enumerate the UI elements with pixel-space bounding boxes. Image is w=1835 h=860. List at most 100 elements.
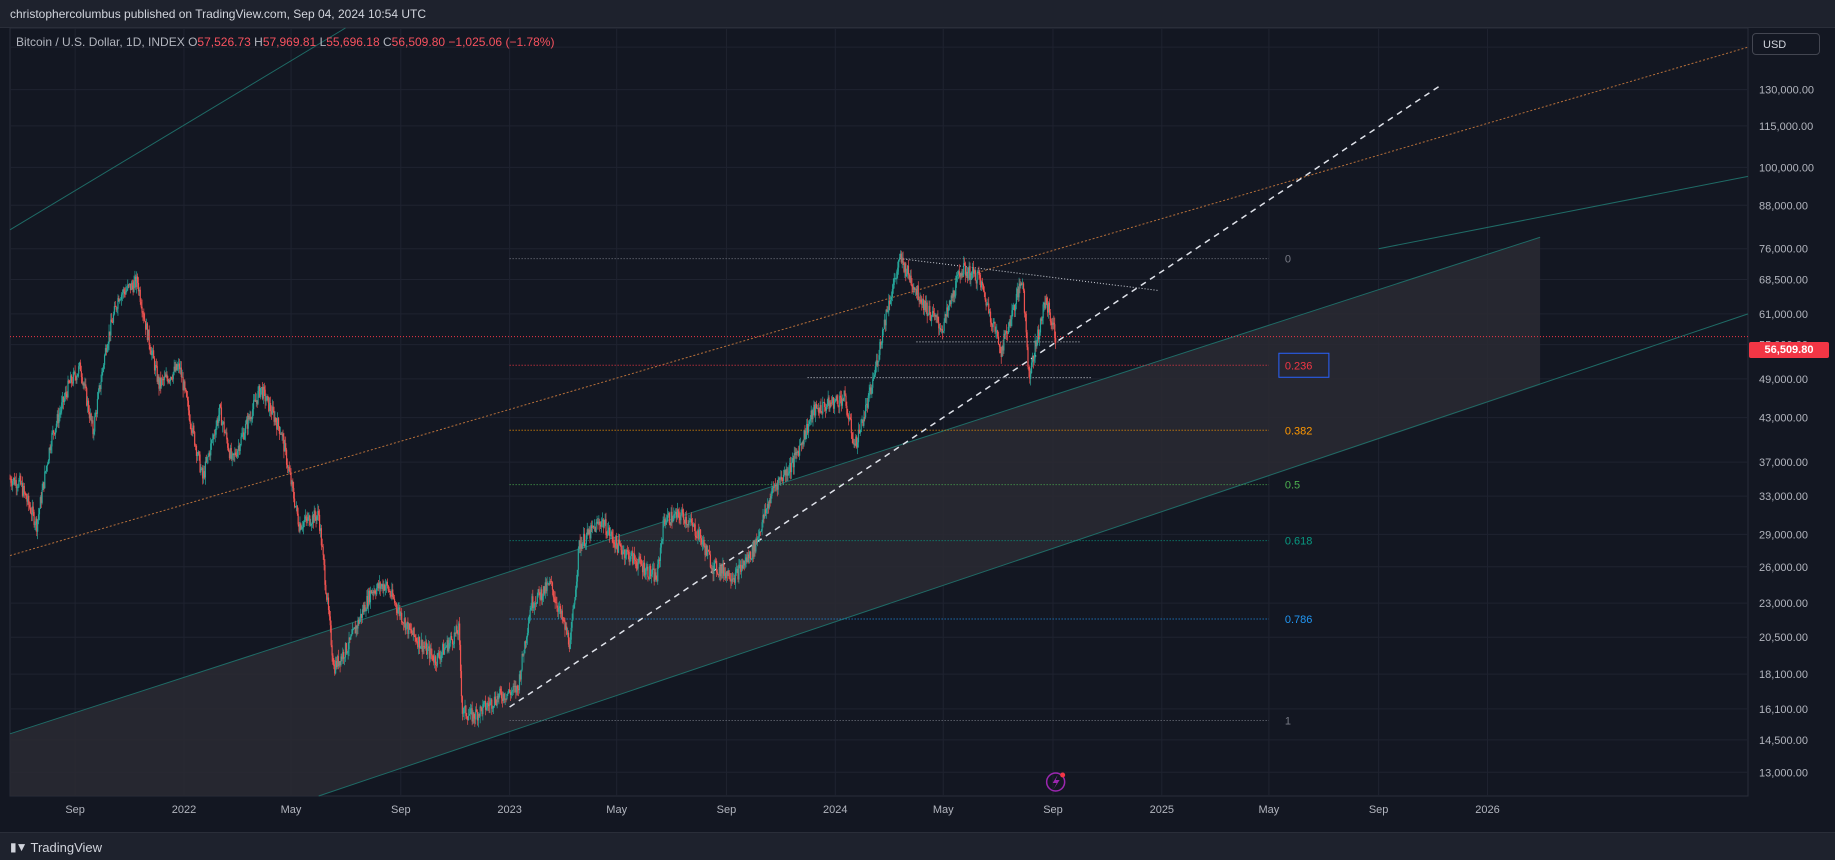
candle-body [167,378,169,383]
candle-body [439,656,441,660]
candle-body [40,497,42,503]
candle-body [630,552,632,560]
candle-body [505,698,507,700]
candle-body [821,412,823,414]
candle-body [475,709,477,720]
candle-body [761,522,763,531]
candle-body [616,544,619,553]
candle-body [454,632,456,634]
candle-body [73,371,75,373]
candle-body [725,571,728,579]
candle-body [127,284,129,290]
candle-body [948,300,951,306]
candle-body [592,525,594,528]
candle-body [410,629,413,634]
candle-body [113,306,115,315]
candle-body [683,512,685,520]
candle-body [541,589,543,601]
y-axis-tick-label: 88,000.00 [1759,200,1808,212]
candle-body [430,648,432,655]
candle-body [775,484,777,487]
candle-body [518,674,521,691]
candle-body [154,365,157,371]
candle-body [1034,340,1036,359]
y-axis-tick-label: 14,500.00 [1759,735,1808,747]
candle-body [222,421,224,423]
candle-body [972,267,974,272]
candle-body [656,579,658,582]
candle-body [730,579,732,582]
candle-body [227,447,230,452]
candle-body [451,636,453,640]
candle-body [799,443,802,446]
candle-body [269,403,271,412]
candle-body [629,559,631,562]
candle-body [565,626,567,630]
candle-body [781,477,783,480]
candle-body [822,402,824,414]
candle-body [1039,318,1042,333]
candle-body [625,550,628,556]
candle-body [609,534,612,536]
candle-body [36,518,38,532]
candle-body [213,434,215,436]
candle-body [1048,302,1051,313]
candle-body [596,521,598,523]
candle-body [558,608,560,612]
candle-body [278,426,281,434]
candle-body [302,521,305,528]
candle-body [1015,293,1017,305]
candle-body [95,412,97,417]
candle-body [42,482,44,490]
candle-body [826,404,828,408]
currency-button[interactable]: USD [1752,33,1820,55]
candle-body [485,707,488,710]
candle-body [716,560,718,573]
candle-body [460,671,463,697]
candle-body [152,350,154,352]
candle-body [183,381,185,391]
candle-body [194,431,196,446]
candle-body [819,405,821,413]
candle-body [242,432,244,435]
symbol-name: Bitcoin / U.S. Dollar, 1D, INDEX [16,35,185,49]
candle-body [419,646,422,649]
candle-body [535,603,537,605]
candle-body [602,519,604,528]
candle-body [748,554,750,559]
candle-body [477,714,480,721]
candle-body [199,454,201,473]
candle-body [731,578,733,582]
candle-body [774,485,776,488]
candle-body [217,419,219,423]
candle-body [543,586,546,594]
y-axis-tick-label: 43,000.00 [1759,413,1808,425]
candle-body [935,314,937,317]
candle-body [188,410,190,421]
candle-body [942,330,944,333]
candle-body [515,685,517,693]
y-axis-tick-label: 13,000.00 [1759,767,1808,779]
candle-body [227,439,229,448]
candle-body [426,647,429,655]
candle-body [882,329,885,330]
tradingview-logo[interactable]: ▮▼ TradingView [10,839,102,855]
candle-body [174,366,176,371]
candle-body [685,516,687,525]
candle-body [123,289,125,292]
candle-body [478,714,480,717]
candle-body [480,706,482,708]
candle-body [75,376,77,381]
candle-body [716,572,719,574]
candle-body [319,528,322,531]
candle-body [736,568,738,570]
candle-body [501,698,504,701]
candle-body [633,553,636,560]
candle-body [62,396,64,403]
candle-body [904,263,906,272]
candle-body [466,716,468,719]
candle-body [718,567,720,575]
candle-body [1005,331,1007,335]
candle-body [1027,347,1029,367]
